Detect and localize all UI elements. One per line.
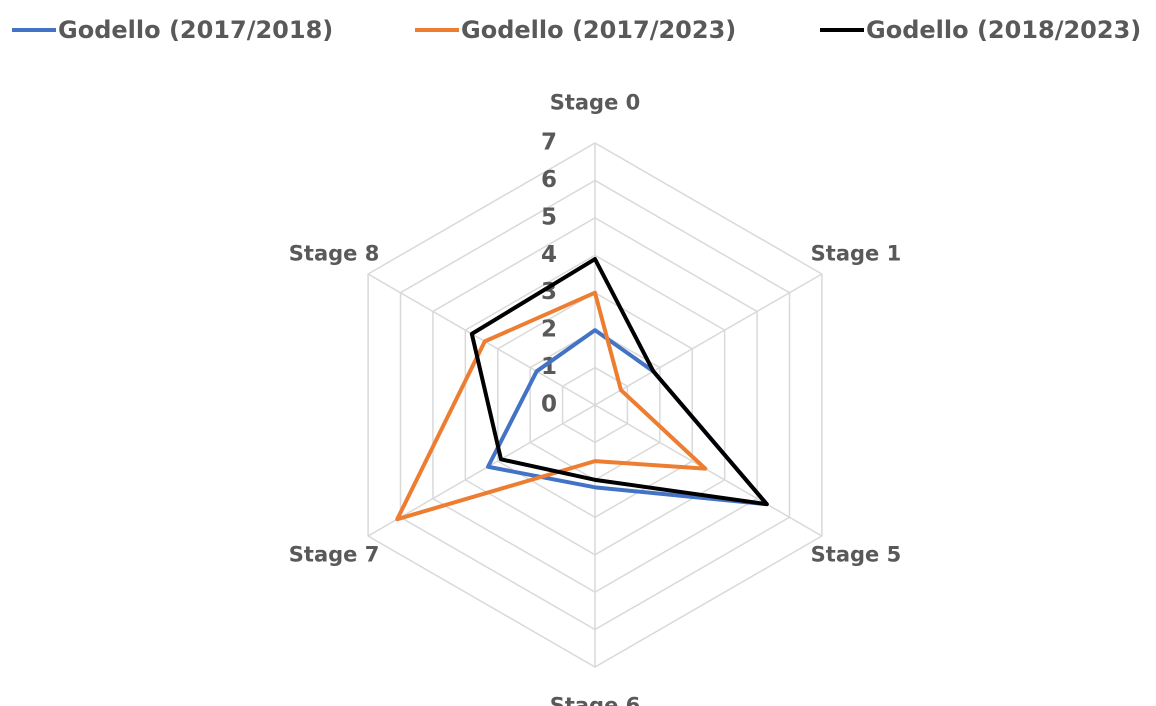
axis-label: Stage 5 (811, 543, 902, 567)
series-line (395, 290, 708, 522)
axis-label: Stage 0 (550, 91, 641, 115)
spoke (367, 404, 596, 537)
axis-label: Stage 8 (289, 241, 380, 265)
legend-label: Godello (2017/2018) (58, 16, 333, 44)
spoke (367, 273, 596, 406)
r-tick-label: 4 (541, 242, 557, 268)
r-tick-label: 5 (541, 204, 557, 230)
axis-label: Stage 7 (289, 543, 380, 567)
spoke (594, 273, 823, 406)
spoke (594, 404, 823, 537)
r-tick-label: 0 (541, 392, 557, 418)
legend-label: Godello (2018/2023) (866, 16, 1141, 44)
r-tick-label: 7 (541, 130, 557, 156)
axis-label: Stage 6 (550, 693, 641, 706)
series-line (469, 257, 769, 507)
axis-label: Stage 1 (811, 241, 902, 265)
r-tick-label: 6 (541, 167, 557, 193)
legend-label: Godello (2017/2023) (461, 16, 736, 44)
r-tick-label: 2 (541, 317, 557, 343)
